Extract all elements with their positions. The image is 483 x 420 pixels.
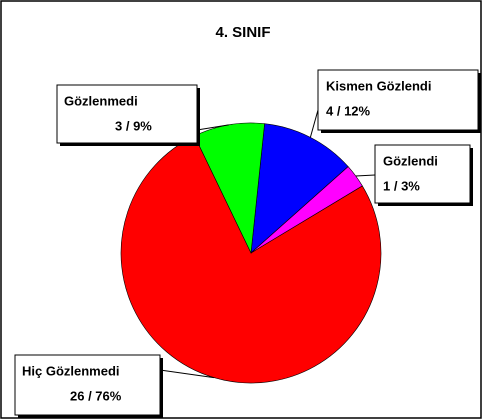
- slice-value-label: 3 / 9%: [115, 118, 152, 133]
- leader-line: [159, 369, 214, 379]
- leader-line: [309, 109, 319, 138]
- leader-line: [196, 124, 229, 131]
- label-box: [56, 84, 198, 144]
- slice-name: Hiç Gözlenmedi: [22, 363, 120, 378]
- slice-value-label: 1 / 3%: [383, 178, 420, 193]
- pie-slice: [120, 135, 382, 384]
- slice-name: Gözlenmedi: [64, 93, 138, 108]
- pie-slice: [250, 123, 349, 254]
- label-box: [14, 354, 161, 416]
- label-box: [317, 69, 479, 131]
- label-box: [374, 144, 471, 204]
- chart-title: 4. SINIF: [215, 24, 270, 41]
- leader-line: [355, 174, 376, 177]
- slice-name: Gözlendi: [383, 153, 438, 168]
- slice-value-label: 26 / 76%: [70, 388, 122, 403]
- slice-value-label: 4 / 12%: [326, 103, 371, 118]
- slice-name: Kismen Gözlendi: [326, 78, 431, 93]
